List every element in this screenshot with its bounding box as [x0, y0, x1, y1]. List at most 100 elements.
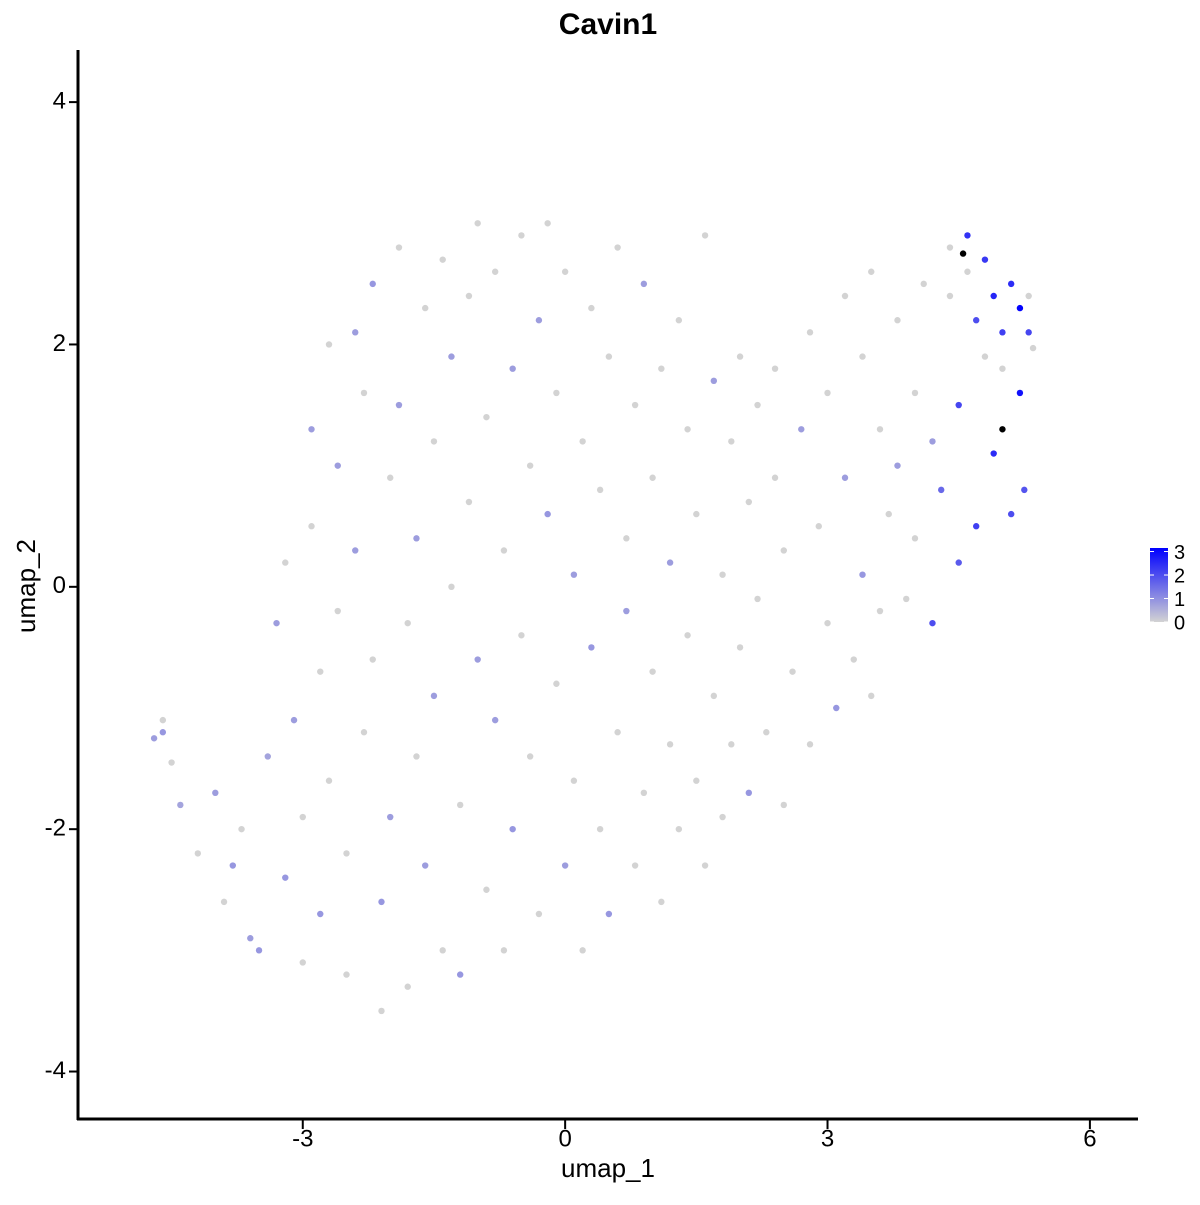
point	[701, 232, 709, 239]
point	[946, 292, 954, 300]
colorbar-label: 0	[1174, 612, 1185, 634]
point	[920, 280, 927, 288]
point	[352, 329, 359, 336]
point	[728, 741, 735, 748]
point	[841, 474, 849, 481]
point	[220, 898, 228, 906]
point	[658, 365, 665, 372]
point	[168, 759, 175, 766]
point	[745, 498, 753, 506]
point	[308, 426, 315, 433]
y-tick-label: 2	[53, 330, 66, 357]
point	[378, 898, 385, 906]
y-tick-label: -2	[45, 815, 66, 842]
point	[815, 523, 822, 530]
point	[1021, 486, 1028, 494]
point	[780, 801, 787, 809]
point	[614, 244, 621, 251]
point	[588, 644, 595, 651]
point	[745, 789, 753, 797]
point	[369, 280, 376, 288]
point	[439, 947, 446, 954]
point	[194, 850, 202, 857]
point	[474, 220, 481, 227]
point	[693, 510, 700, 518]
point	[623, 607, 630, 615]
point	[868, 692, 875, 700]
colorbar-label: 1	[1174, 589, 1185, 611]
point	[544, 220, 551, 227]
point	[999, 426, 1006, 433]
point	[1025, 329, 1032, 336]
point	[859, 353, 866, 360]
point	[378, 1007, 385, 1015]
point	[675, 825, 683, 833]
point	[535, 910, 543, 918]
point	[763, 729, 770, 736]
point	[1007, 510, 1015, 518]
point	[430, 438, 438, 445]
point	[649, 474, 656, 481]
point	[789, 668, 796, 675]
point	[876, 607, 884, 615]
point	[570, 777, 578, 784]
point	[1016, 304, 1024, 312]
point	[518, 232, 525, 239]
point	[579, 438, 586, 445]
point	[509, 365, 516, 372]
point	[1007, 280, 1015, 288]
point	[570, 571, 578, 578]
point	[964, 268, 971, 275]
point	[553, 389, 560, 397]
point	[404, 983, 411, 990]
point	[343, 971, 350, 978]
point	[868, 268, 875, 275]
point	[736, 353, 744, 360]
point	[299, 813, 306, 821]
point	[588, 304, 595, 312]
point	[360, 729, 368, 736]
x-tick-label: 6	[1083, 1125, 1096, 1152]
point	[325, 341, 333, 348]
point	[666, 741, 674, 748]
point	[824, 389, 831, 397]
colorbar	[1150, 548, 1168, 622]
point	[955, 559, 962, 566]
point	[780, 547, 787, 554]
point	[640, 789, 648, 797]
point	[675, 317, 683, 324]
point	[806, 329, 814, 336]
point	[369, 656, 376, 663]
point	[614, 729, 621, 736]
point	[238, 825, 245, 833]
point	[701, 862, 709, 869]
point	[999, 329, 1006, 336]
point	[929, 438, 936, 445]
point	[491, 268, 499, 275]
point	[343, 850, 350, 857]
point	[526, 753, 534, 760]
point	[973, 523, 980, 530]
point	[465, 498, 473, 506]
point	[544, 510, 551, 518]
point	[999, 365, 1006, 372]
point	[456, 971, 464, 978]
point	[955, 401, 962, 409]
point	[500, 547, 508, 554]
point	[623, 535, 630, 542]
point	[526, 462, 534, 469]
point	[334, 607, 341, 615]
point	[859, 571, 866, 578]
point	[981, 256, 989, 263]
point	[938, 486, 945, 494]
point	[885, 510, 892, 518]
point	[535, 317, 543, 324]
point	[299, 959, 306, 966]
point	[959, 250, 967, 257]
point	[395, 401, 403, 409]
point	[553, 680, 560, 687]
point	[264, 753, 271, 760]
points	[150, 220, 1037, 1015]
